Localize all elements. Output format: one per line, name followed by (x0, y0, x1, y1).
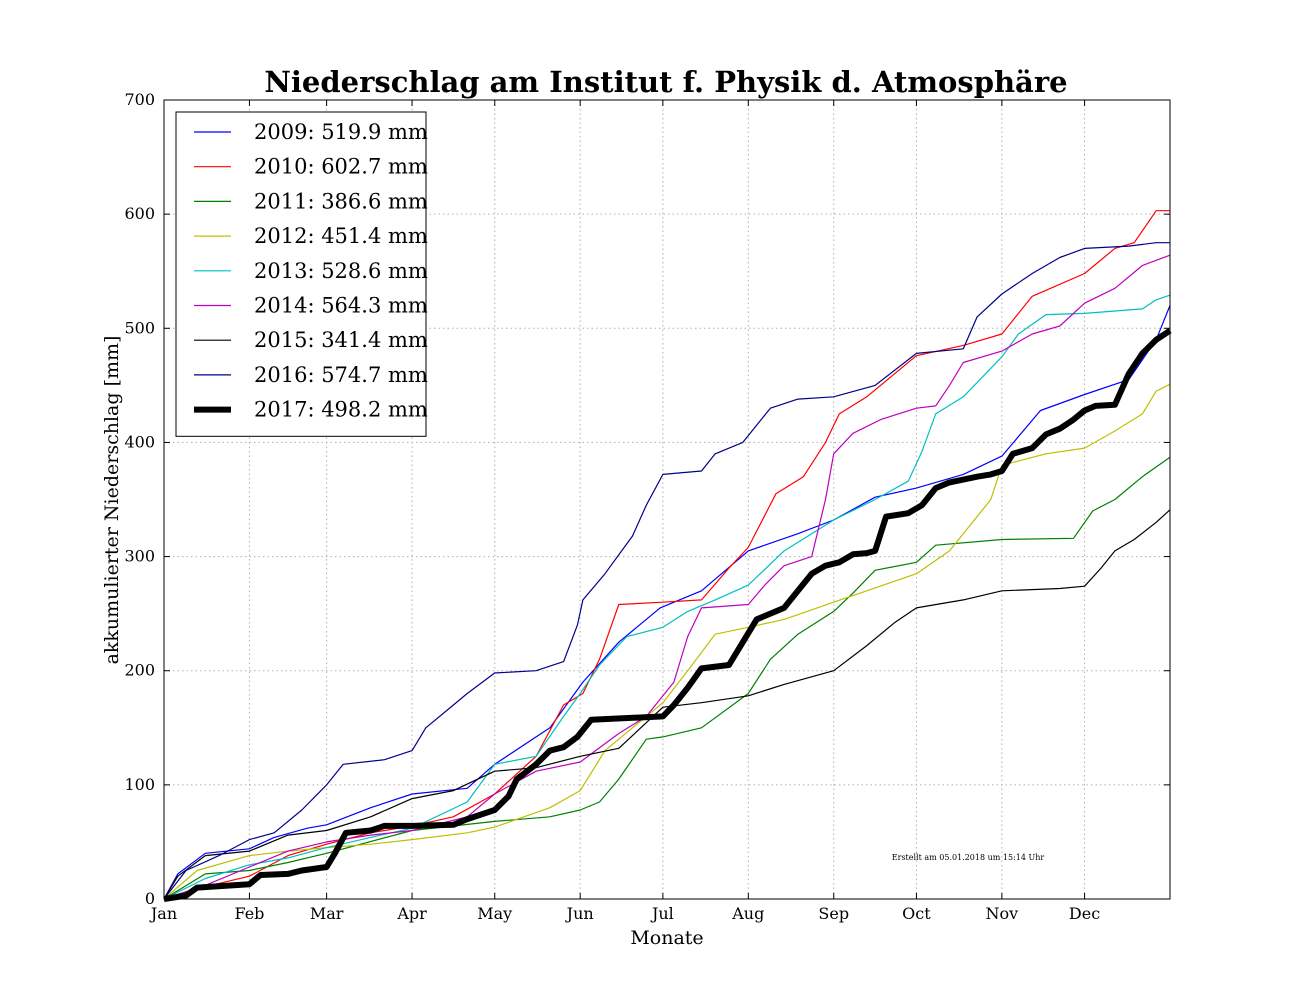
legend-label: 2017: 498.2 mm (254, 398, 428, 422)
legend: 2009: 519.9 mm 2010: 602.7 mm 2011: 386.6 … (175, 111, 428, 437)
series-line-7 (163, 509, 1171, 900)
plot-frame (163, 99, 1171, 900)
series-line-6 (163, 254, 1171, 900)
x-tick-label: Nov (986, 904, 1019, 923)
series-line-9 (163, 328, 1172, 902)
x-tick-label: May (477, 904, 512, 923)
series-line-5 (163, 294, 1171, 900)
x-tick-label: Sep (818, 904, 849, 923)
legend-label: 2016: 574.7 mm (254, 363, 428, 387)
x-tick-label: Jan (149, 904, 177, 923)
y-tick-label: 100 (124, 775, 155, 794)
series-line-3 (163, 456, 1171, 900)
legend-label: 2011: 386.6 mm (254, 189, 428, 213)
x-axis-label: Monate (630, 927, 703, 949)
y-tick-label: 700 (124, 90, 155, 109)
series-line-1 (163, 305, 1171, 900)
y-tick-label: 500 (124, 318, 155, 337)
series-line-4 (163, 383, 1171, 900)
series-line-8 (163, 242, 1170, 900)
y-tick-label: 600 (124, 204, 155, 223)
y-tick-label: 200 (124, 661, 155, 680)
axis-ticks: Jan Feb Mar Apr May Jun Jul Aug Sep Oct Nov Dec 0 100… (124, 90, 1170, 923)
legend-label: 2014: 564.3 mm (254, 294, 428, 318)
series-lines (163, 210, 1172, 902)
x-tick-label: Jul (650, 904, 674, 923)
y-tick-label: 0 (145, 889, 155, 908)
x-tick-label: Dec (1069, 904, 1100, 923)
legend-label: 2013: 528.6 mm (254, 259, 428, 283)
y-axis-label: akkumulierter Niederschlag [mm] (101, 336, 123, 665)
x-tick-label: Jun (565, 904, 594, 923)
legend-box (175, 111, 427, 437)
legend-label: 2015: 341.4 mm (254, 328, 428, 352)
y-tick-label: 300 (124, 547, 155, 566)
legend-label: 2010: 602.7 mm (254, 155, 428, 179)
x-tick-label: Oct (902, 904, 931, 923)
x-tick-label: Feb (234, 904, 264, 923)
x-tick-label: Aug (731, 904, 764, 923)
x-tick-label: Mar (310, 904, 344, 923)
y-tick-label: 400 (124, 432, 155, 451)
legend-label: 2009: 519.9 mm (254, 120, 428, 144)
chart-title: Niederschlag am Institut f. Physik d. At… (264, 65, 1067, 99)
creation-footnote: Erstellt am 05.01.2018 um 15:14 Uhr (892, 853, 1045, 862)
x-tick-label: Apr (396, 904, 427, 923)
legend-label: 2012: 451.4 mm (254, 224, 428, 248)
series-line-2 (163, 210, 1170, 900)
